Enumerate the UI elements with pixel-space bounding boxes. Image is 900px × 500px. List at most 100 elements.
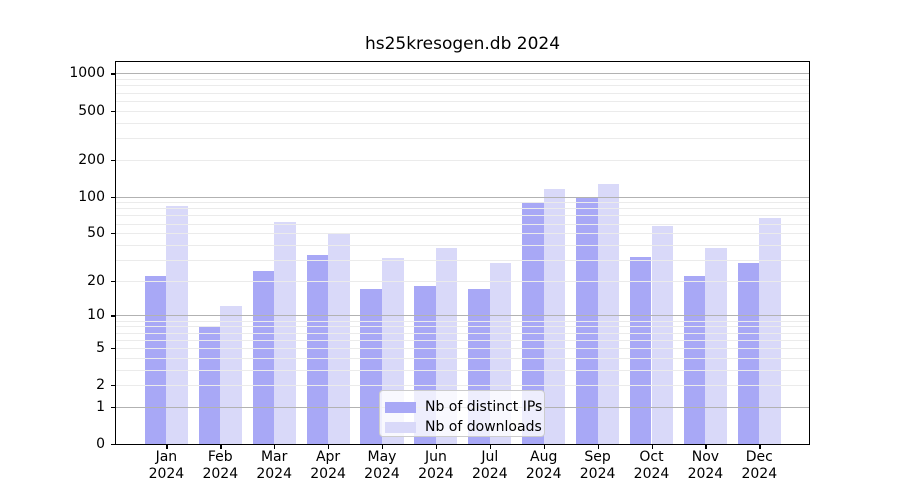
legend: Nb of distinct IPs Nb of downloads: [379, 390, 545, 437]
legend-entry-distinct-ips: Nb of distinct IPs: [385, 397, 544, 417]
x-tick-label: Aug 2024: [512, 449, 576, 483]
gridline-minor: [116, 347, 809, 349]
gridline-minor: [116, 92, 809, 94]
gridline-minor: [116, 385, 809, 387]
x-tick-mark: [543, 445, 545, 449]
y-tick-label: 500: [78, 102, 105, 119]
x-tick-label: Feb 2024: [188, 449, 252, 483]
x-tick-mark: [435, 445, 438, 449]
y-tick-mark: [111, 315, 115, 317]
y-tick-label: 1: [96, 398, 105, 415]
gridline-minor: [116, 357, 809, 359]
bar-distinct-ips-jan: [144, 275, 167, 444]
bar-downloads-sep: [597, 184, 620, 444]
y-tick-mark: [111, 159, 115, 161]
legend-swatch-distinct-ips: [385, 401, 416, 413]
bar-distinct-ips-aug: [522, 202, 544, 444]
x-tick-month: May: [367, 449, 397, 465]
x-tick-label: Jan 2024: [134, 449, 198, 483]
y-tick-label: 100: [78, 188, 105, 205]
y-tick-label: 20: [87, 272, 105, 289]
x-tick-mark: [166, 445, 168, 449]
gridline-minor: [116, 223, 809, 225]
x-tick-label: Jun 2024: [404, 449, 468, 483]
y-tick-label: 5: [96, 339, 105, 356]
x-tick-mark: [328, 445, 330, 449]
x-tick-label: Dec 2024: [727, 449, 791, 483]
x-tick-year: 2024: [310, 466, 346, 482]
bar-downloads-apr: [328, 233, 350, 444]
bar-downloads-jan: [166, 206, 188, 444]
x-tick-mark: [382, 445, 384, 449]
x-tick-mark: [489, 445, 492, 449]
bar-distinct-ips-apr: [306, 254, 329, 444]
gridline-minor: [116, 280, 809, 282]
bar-downloads-dec: [759, 217, 781, 444]
gridline-major: [116, 73, 809, 75]
y-tick-mark: [111, 110, 115, 112]
x-tick-year: 2024: [579, 466, 616, 482]
y-tick-label: 0: [96, 436, 105, 452]
gridline-minor: [116, 215, 809, 217]
legend-swatch-downloads: [385, 421, 416, 433]
x-tick-year: 2024: [525, 466, 562, 482]
y-tick-label: 200: [78, 151, 105, 168]
gridline-minor: [116, 202, 809, 204]
gridline-minor: [116, 339, 809, 341]
x-tick-mark: [705, 445, 707, 449]
y-tick-mark: [111, 385, 115, 387]
plot-area: [115, 61, 810, 445]
x-tick-month: Sep: [584, 449, 611, 465]
bar-downloads-feb: [220, 306, 242, 444]
bar-distinct-ips-oct: [629, 256, 652, 444]
x-tick-month: Mar: [260, 449, 288, 465]
bar-downloads-nov: [705, 247, 727, 444]
bar-distinct-ips-dec: [737, 263, 760, 444]
x-tick-month: Oct: [639, 449, 664, 465]
x-tick-label: Jul 2024: [458, 449, 522, 483]
x-tick-year: 2024: [687, 466, 724, 482]
x-tick-month: Jul: [481, 449, 499, 465]
gridline-minor: [116, 122, 809, 124]
x-tick-year: 2024: [256, 466, 292, 482]
bar-distinct-ips-nov: [683, 275, 706, 444]
x-tick-label: May 2024: [350, 449, 414, 483]
x-tick-year: 2024: [633, 466, 670, 482]
gridline-minor: [116, 326, 809, 328]
y-tick-mark: [111, 406, 115, 409]
y-tick-label: 1000: [69, 65, 105, 82]
gridline-minor: [116, 159, 809, 161]
x-tick-label: Oct 2024: [620, 449, 684, 483]
x-tick-year: 2024: [148, 466, 185, 482]
y-tick-label: 2: [96, 377, 105, 394]
bar-downloads-aug: [543, 189, 566, 444]
x-tick-year: 2024: [471, 466, 508, 482]
x-tick-mark: [651, 445, 653, 449]
x-tick-mark: [759, 445, 761, 449]
x-tick-month: Jan: [155, 449, 178, 465]
gridline-minor: [116, 320, 809, 322]
x-tick-month: Apr: [315, 449, 341, 465]
x-tick-mark: [220, 445, 222, 449]
y-tick-mark: [111, 196, 115, 198]
legend-label-downloads: Nb of downloads: [425, 419, 542, 435]
x-tick-year: 2024: [741, 466, 778, 482]
chart-title: hs25kresogen.db 2024: [364, 34, 561, 54]
gridline-major: [116, 315, 809, 317]
x-tick-year: 2024: [202, 466, 239, 482]
x-tick-month: Jun: [424, 449, 447, 465]
gridline-minor: [116, 208, 809, 210]
y-tick-mark: [111, 280, 115, 282]
x-tick-label: Nov 2024: [673, 449, 737, 483]
x-tick-label: Apr 2024: [296, 449, 360, 483]
y-tick-label: 10: [87, 307, 105, 324]
x-tick-label: Mar 2024: [242, 449, 306, 483]
bar-distinct-ips-may: [360, 289, 382, 444]
gridline-minor: [116, 137, 809, 139]
gridline-minor: [116, 110, 809, 112]
legend-entry-downloads: Nb of downloads: [385, 417, 544, 437]
y-tick-mark: [111, 444, 115, 446]
gridline-minor: [116, 85, 809, 87]
legend-label-distinct-ips: Nb of distinct IPs: [425, 399, 543, 415]
